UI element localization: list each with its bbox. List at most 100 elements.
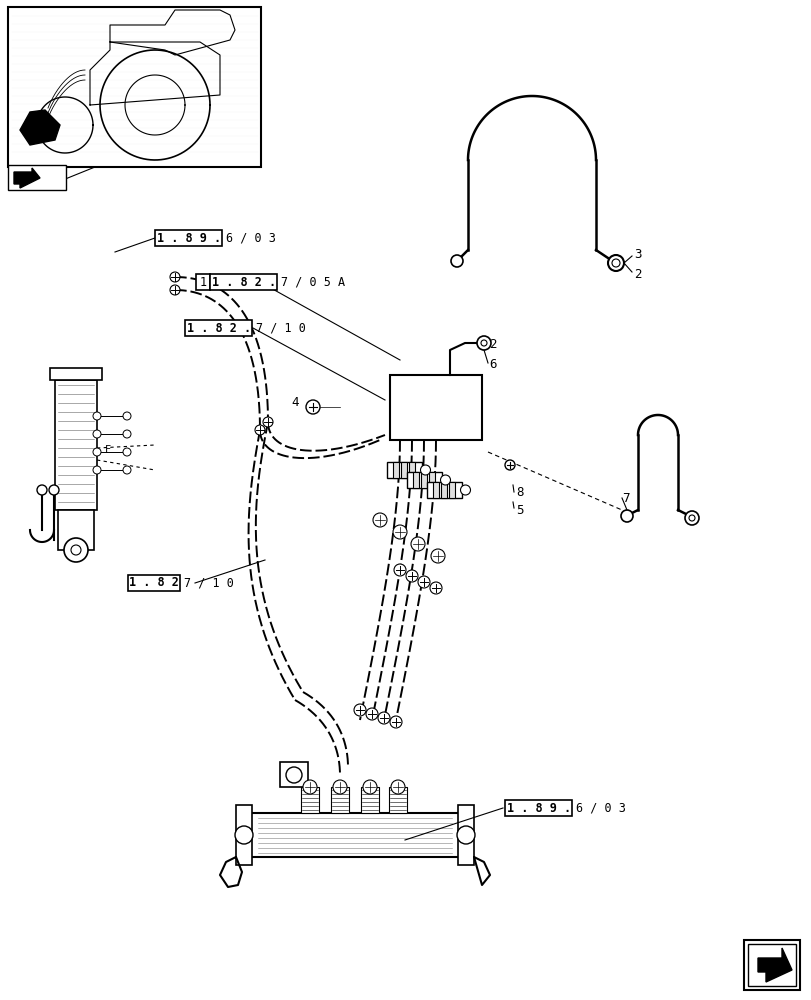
Circle shape bbox=[431, 549, 444, 563]
Bar bbox=[331, 787, 349, 813]
Polygon shape bbox=[757, 948, 791, 982]
Circle shape bbox=[430, 582, 441, 594]
Circle shape bbox=[620, 510, 633, 522]
Circle shape bbox=[476, 336, 491, 350]
Circle shape bbox=[64, 538, 88, 562]
Text: 1: 1 bbox=[200, 275, 206, 288]
Bar bbox=[413, 472, 419, 488]
Text: 7 / 1 0: 7 / 1 0 bbox=[256, 322, 306, 334]
Text: 7 / 1 0: 7 / 1 0 bbox=[184, 576, 234, 589]
Circle shape bbox=[49, 485, 59, 495]
Circle shape bbox=[303, 780, 316, 794]
Circle shape bbox=[93, 448, 101, 456]
Circle shape bbox=[684, 511, 698, 525]
Bar bbox=[50, 368, 102, 380]
Circle shape bbox=[122, 466, 131, 474]
Circle shape bbox=[263, 417, 272, 427]
Bar bbox=[55, 380, 97, 510]
Bar bbox=[387, 462, 422, 478]
Text: 6: 6 bbox=[488, 358, 496, 370]
Text: 1 . 8 2 .: 1 . 8 2 . bbox=[212, 275, 276, 288]
Circle shape bbox=[93, 466, 101, 474]
Text: 5: 5 bbox=[515, 504, 523, 516]
Bar bbox=[301, 787, 319, 813]
Circle shape bbox=[406, 570, 418, 582]
Circle shape bbox=[37, 485, 47, 495]
Bar bbox=[250, 813, 460, 857]
Bar bbox=[236, 805, 251, 865]
Circle shape bbox=[366, 708, 378, 720]
Text: F: F bbox=[105, 445, 111, 455]
Polygon shape bbox=[20, 110, 60, 145]
Bar bbox=[8, 165, 66, 190]
Circle shape bbox=[71, 545, 81, 555]
Bar bbox=[747, 944, 795, 986]
Polygon shape bbox=[14, 168, 40, 188]
Circle shape bbox=[93, 430, 101, 438]
Text: 6 / 0 3: 6 / 0 3 bbox=[576, 801, 625, 814]
Text: 8: 8 bbox=[515, 486, 523, 498]
Text: 4: 4 bbox=[291, 395, 298, 408]
Circle shape bbox=[354, 704, 366, 716]
Text: 3: 3 bbox=[633, 247, 641, 260]
Bar bbox=[155, 230, 222, 246]
Bar bbox=[8, 7, 260, 167]
Text: 1 . 8 9 .: 1 . 8 9 . bbox=[157, 232, 221, 244]
Bar bbox=[407, 472, 442, 488]
Bar bbox=[195, 274, 210, 290]
Bar bbox=[449, 482, 455, 498]
Bar bbox=[393, 462, 399, 478]
Circle shape bbox=[378, 712, 389, 724]
Bar bbox=[185, 320, 252, 336]
Text: 2: 2 bbox=[633, 267, 641, 280]
Circle shape bbox=[480, 340, 487, 346]
Bar bbox=[58, 510, 94, 550]
Text: 1 . 8 2 .: 1 . 8 2 . bbox=[187, 322, 251, 334]
Bar bbox=[441, 482, 447, 498]
Text: 1 . 8 9 .: 1 . 8 9 . bbox=[506, 801, 570, 814]
Bar bbox=[409, 462, 415, 478]
Circle shape bbox=[93, 412, 101, 420]
Bar bbox=[743, 940, 799, 990]
Circle shape bbox=[420, 465, 430, 475]
Circle shape bbox=[418, 576, 430, 588]
Circle shape bbox=[363, 780, 376, 794]
Text: 1 . 8 2: 1 . 8 2 bbox=[129, 576, 179, 589]
Bar bbox=[210, 274, 277, 290]
Bar bbox=[433, 482, 439, 498]
Circle shape bbox=[122, 430, 131, 438]
Circle shape bbox=[393, 564, 406, 576]
Circle shape bbox=[372, 513, 387, 527]
Circle shape bbox=[457, 826, 474, 844]
Circle shape bbox=[169, 272, 180, 282]
Circle shape bbox=[333, 780, 346, 794]
Circle shape bbox=[440, 475, 450, 485]
Circle shape bbox=[393, 525, 406, 539]
Circle shape bbox=[611, 259, 620, 267]
Bar bbox=[128, 575, 180, 591]
Bar bbox=[504, 800, 572, 816]
Circle shape bbox=[122, 412, 131, 420]
Circle shape bbox=[607, 255, 623, 271]
Circle shape bbox=[234, 826, 253, 844]
Bar bbox=[421, 472, 427, 488]
Circle shape bbox=[450, 255, 462, 267]
Circle shape bbox=[255, 425, 264, 435]
Text: 7 / 0 5 A: 7 / 0 5 A bbox=[281, 275, 345, 288]
Circle shape bbox=[306, 400, 320, 414]
Circle shape bbox=[169, 285, 180, 295]
Circle shape bbox=[460, 485, 470, 495]
Bar bbox=[429, 472, 435, 488]
Bar bbox=[427, 482, 462, 498]
Circle shape bbox=[410, 537, 424, 551]
Bar bbox=[388, 787, 406, 813]
Bar bbox=[401, 462, 407, 478]
Circle shape bbox=[689, 515, 694, 521]
Circle shape bbox=[122, 448, 131, 456]
Text: 2: 2 bbox=[488, 338, 496, 352]
Bar bbox=[280, 762, 307, 787]
Bar bbox=[361, 787, 379, 813]
Circle shape bbox=[389, 716, 401, 728]
Circle shape bbox=[285, 767, 302, 783]
Circle shape bbox=[504, 460, 514, 470]
